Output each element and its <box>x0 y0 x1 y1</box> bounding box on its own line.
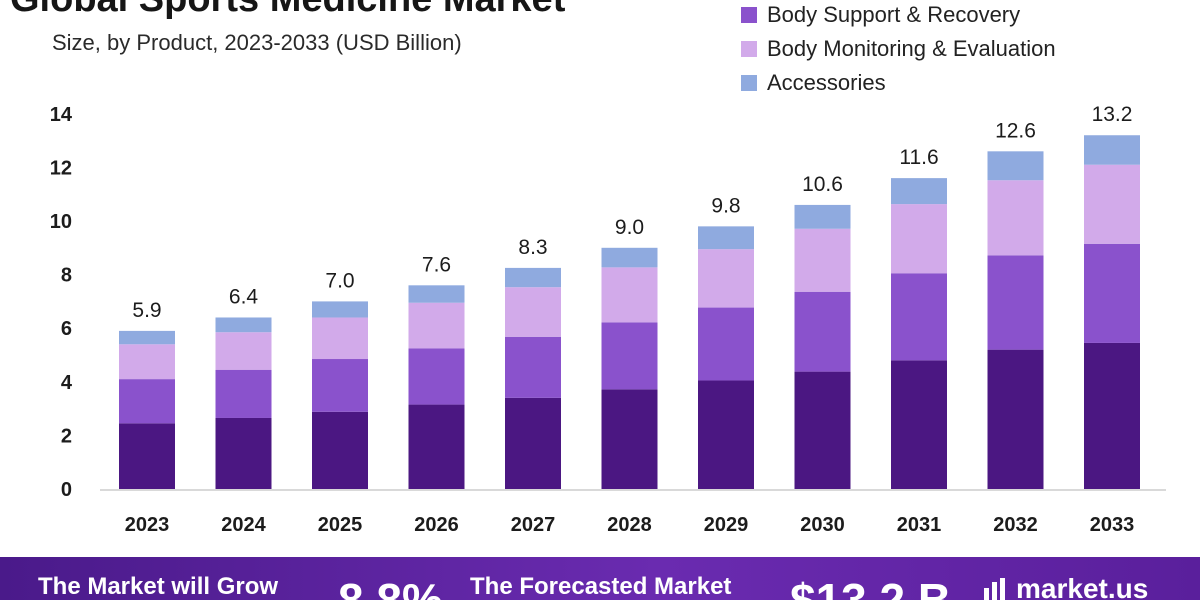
bar-segment-series-0 <box>119 423 175 489</box>
footer-grow-text: The Market will Grow <box>38 573 279 600</box>
bar-segment-series-3 <box>1084 135 1140 165</box>
bar-segment-series-1 <box>601 322 658 390</box>
bar-segment-series-2 <box>215 332 272 370</box>
bar-segment-series-3 <box>408 285 465 303</box>
footer-forecast-text: The Forecasted Market <box>470 573 732 600</box>
legend-label-accessories: Accessories <box>767 70 886 95</box>
y-tick-label: 14 <box>50 104 73 126</box>
legend-swatch-body-support <box>741 7 757 23</box>
x-tick-label: 2029 <box>704 514 749 536</box>
bar-segment-series-0 <box>505 397 561 489</box>
bar-segment-series-1 <box>215 369 272 418</box>
bar-segment-series-2 <box>505 287 561 337</box>
bar-segment-series-0 <box>312 411 368 489</box>
bar-segment-series-2 <box>312 317 368 360</box>
bar-segment-series-2 <box>601 267 658 323</box>
bar-segment-series-3 <box>312 301 368 318</box>
legend-swatch-accessories <box>741 75 757 91</box>
y-tick-label: 6 <box>61 318 72 340</box>
bar-segment-series-3 <box>119 330 175 345</box>
y-tick-label: 4 <box>61 372 73 394</box>
x-tick-label: 2031 <box>897 514 942 536</box>
bar-segment-series-0 <box>408 404 465 489</box>
bar-segment-series-1 <box>987 255 1044 350</box>
bar-total-label: 9.0 <box>615 216 644 239</box>
x-tick-label: 2027 <box>511 514 556 536</box>
footer-cagr-value: 8.8% <box>338 574 443 600</box>
bar-segment-series-0 <box>891 360 947 489</box>
brand-name: market.us <box>1016 573 1149 600</box>
bar-segment-series-2 <box>698 249 754 308</box>
legend-swatch-body-monitoring <box>741 41 757 57</box>
bar-segment-series-2 <box>891 204 947 274</box>
legend-label-body-monitoring: Body Monitoring & Evaluation <box>767 36 1056 61</box>
bar-segment-series-1 <box>312 359 368 412</box>
legend-label-body-support: Body Support & Recovery <box>767 2 1021 27</box>
bar-total-label: 13.2 <box>1092 103 1133 126</box>
y-tick-label: 0 <box>61 479 72 501</box>
bar-segment-series-3 <box>987 151 1044 181</box>
legend-item-body-support: Body Support & Recovery <box>741 0 1056 32</box>
bar-total-label: 5.9 <box>132 299 161 322</box>
bar-segment-series-0 <box>698 380 754 489</box>
bar-segment-series-2 <box>408 302 465 349</box>
bar-segment-series-0 <box>601 389 658 489</box>
brand: market.us <box>982 573 1148 600</box>
bar-segment-series-1 <box>1084 243 1140 343</box>
bar-total-label: 9.8 <box>711 194 740 217</box>
x-tick-label: 2023 <box>125 514 170 536</box>
y-tick-label: 10 <box>50 211 72 233</box>
footer-banner: The Market will Grow 8.8% The Forecasted… <box>0 557 1200 600</box>
bar-segment-series-3 <box>698 226 754 250</box>
chart-subtitle: Size, by Product, 2023-2033 (USD Billion… <box>52 30 462 55</box>
x-tick-label: 2033 <box>1090 514 1135 536</box>
bar-segment-series-1 <box>891 273 947 361</box>
bar-total-label: 7.0 <box>325 269 354 292</box>
x-tick-label: 2030 <box>800 514 845 536</box>
x-tick-label: 2024 <box>221 514 266 536</box>
bar-segment-series-0 <box>215 417 272 489</box>
bar-segment-series-1 <box>119 379 175 424</box>
bar-total-label: 6.4 <box>229 285 259 308</box>
y-tick-label: 12 <box>50 157 72 179</box>
x-tick-label: 2028 <box>607 514 652 536</box>
bar-segment-series-3 <box>505 267 561 288</box>
bar-segment-series-2 <box>794 228 851 292</box>
bar-segment-series-2 <box>987 180 1044 256</box>
x-tick-label: 2032 <box>993 514 1038 536</box>
chart-title: Global Sports Medicine Market <box>10 0 565 21</box>
x-tick-label: 2025 <box>318 514 363 536</box>
y-tick-label: 2 <box>61 425 72 447</box>
bar-segment-series-3 <box>794 204 851 229</box>
bar-segment-series-1 <box>408 348 465 405</box>
bar-total-label: 11.6 <box>899 146 938 169</box>
bar-segment-series-1 <box>505 336 561 398</box>
bar-total-label: 7.6 <box>422 253 451 276</box>
bar-segment-series-3 <box>601 247 658 268</box>
bar-total-label: 10.6 <box>802 173 843 196</box>
bar-segment-series-1 <box>698 307 754 381</box>
bar-segment-series-1 <box>794 291 851 372</box>
bar-segment-series-2 <box>119 344 175 380</box>
bar-segment-series-0 <box>1084 342 1140 489</box>
bar-segment-series-3 <box>215 317 272 333</box>
bar-segment-series-2 <box>1084 164 1140 244</box>
legend-item-accessories: Accessories <box>741 66 1056 100</box>
bar-total-label: 12.6 <box>995 119 1036 142</box>
legend-item-body-monitoring: Body Monitoring & Evaluation <box>741 32 1056 66</box>
bar-segment-series-3 <box>891 178 947 205</box>
market-us-logo-icon <box>984 578 1005 600</box>
legend: Body Support & Recovery Body Monitoring … <box>741 0 1056 100</box>
bar-segment-series-0 <box>987 349 1044 489</box>
bar-segment-series-0 <box>794 371 851 489</box>
y-tick-label: 8 <box>61 265 72 287</box>
x-tick-label: 2026 <box>414 514 459 536</box>
bar-total-label: 8.3 <box>518 236 547 259</box>
footer-forecast-value: $13.2 B <box>790 574 952 600</box>
